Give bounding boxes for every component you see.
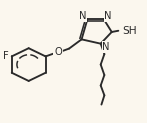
Text: O: O [54,47,62,57]
Text: SH: SH [122,26,137,36]
Text: N: N [79,11,87,21]
Text: N: N [104,11,112,21]
Text: F: F [3,51,8,61]
Text: N: N [102,42,110,52]
